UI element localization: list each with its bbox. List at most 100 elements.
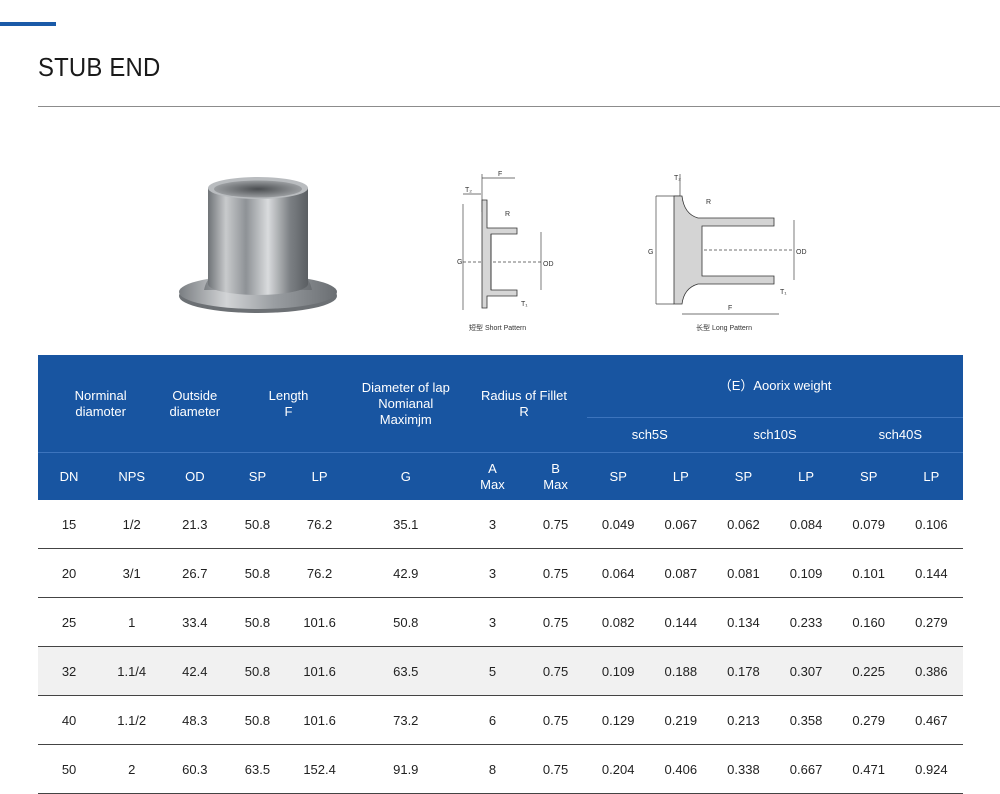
long-dim-t2-label: T₂ [674, 175, 681, 182]
title-divider [38, 106, 1000, 107]
table-cell: 0.75 [524, 646, 588, 696]
table-cell: 25 [38, 597, 101, 647]
dim-g-label: G [457, 259, 462, 266]
table-row: 32 1.1/4 42.4 50.8 101.6 63.5 5 0.75 0.109 0.188 0… [38, 646, 963, 696]
table-cell: 0.471 [837, 744, 900, 794]
table-cell: 6 [460, 695, 524, 745]
table-cell: 0.144 [899, 548, 963, 598]
table-cell: 1/2 [100, 500, 164, 549]
table-cell: 0.338 [712, 744, 775, 794]
accent-bar [0, 22, 56, 26]
short-pattern-caption: 短型 Short Pattern [469, 323, 526, 332]
dim-t1-label: T₁ [521, 301, 528, 308]
table-cell: 50.8 [350, 597, 461, 647]
table-row: 40 1.1/2 48.3 50.8 101.6 73.2 6 0.75 0.129 0.219 0… [38, 695, 963, 745]
table-cell: 101.6 [288, 597, 351, 647]
dimension-table: Norminal diamoter Outside diameter Lengt… [38, 355, 963, 794]
table-cell: 91.9 [350, 744, 461, 794]
table-cell: 1 [100, 597, 164, 647]
table-cell: 0.307 [774, 646, 838, 696]
table-cell: 26.7 [163, 548, 227, 598]
table-cell: 50.8 [226, 500, 289, 549]
table-cell: 0.079 [837, 500, 900, 549]
table-cell: 0.062 [712, 500, 775, 549]
table-cell: 0.467 [899, 695, 963, 745]
table-cell: 0.75 [524, 500, 588, 549]
table-cell: 48.3 [163, 695, 227, 745]
col-header: LP [288, 452, 351, 500]
table-cell: 0.067 [649, 500, 713, 549]
table-cell: 0.667 [774, 744, 838, 794]
table-cell: 50.8 [226, 695, 289, 745]
dim-od-label: OD [543, 261, 554, 268]
table-body: 15 1/2 21.3 50.8 76.2 35.1 3 0.75 0.049 0.067 0.06… [38, 500, 963, 794]
short-pattern-diagram: F T₂ R G OD T₁ 短型 Short Pattern [457, 171, 554, 332]
table-cell: 33.4 [163, 597, 227, 647]
table-cell: 0.178 [712, 646, 775, 696]
table-cell: 0.101 [837, 548, 900, 598]
table-cell: 0.160 [837, 597, 900, 647]
table-cell: 5 [460, 646, 524, 696]
table-cell: 20 [38, 548, 101, 598]
table-cell: 0.75 [524, 548, 588, 598]
long-dim-t1-label: T₁ [780, 289, 787, 296]
table-cell: 50.8 [226, 548, 289, 598]
table-cell: 73.2 [350, 695, 461, 745]
dim-r-label: R [505, 211, 510, 218]
table-cell: 50.8 [226, 646, 289, 696]
col-header: SP [837, 452, 900, 500]
col-header: SP [226, 452, 289, 500]
table-cell: 0.188 [649, 646, 713, 696]
header-sch10s: sch10S [712, 417, 838, 453]
table-cell: 152.4 [288, 744, 351, 794]
table-cell: 8 [460, 744, 524, 794]
table-cell: 0.064 [587, 548, 650, 598]
col-header: G [350, 452, 461, 500]
table-cell: 15 [38, 500, 101, 549]
table-cell: 21.3 [163, 500, 227, 549]
dim-t2-label: T₂ [465, 187, 472, 194]
table-cell: 0.358 [774, 695, 838, 745]
table-cell: 0.225 [837, 646, 900, 696]
table-cell: 0.75 [524, 597, 588, 647]
table-cell: 42.4 [163, 646, 227, 696]
stub-end-photo [179, 177, 337, 313]
table-cell: 0.081 [712, 548, 775, 598]
table-cell: 50 [38, 744, 101, 794]
col-header: A Max [460, 452, 524, 500]
dim-f-label: F [498, 171, 502, 178]
table-cell: 0.924 [899, 744, 963, 794]
long-dim-f-label: F [728, 305, 732, 312]
header-length: Length F [226, 355, 351, 453]
table-cell: 0.204 [587, 744, 650, 794]
col-header: B Max [524, 452, 588, 500]
col-header: LP [774, 452, 838, 500]
table-cell: 0.279 [899, 597, 963, 647]
page-title: STUB END [38, 52, 161, 82]
table-cell: 60.3 [163, 744, 227, 794]
table-cell: 63.5 [350, 646, 461, 696]
header-sch40s: sch40S [837, 417, 963, 453]
table-cell: 76.2 [288, 548, 351, 598]
table-cell: 1.1/2 [100, 695, 164, 745]
table-cell: 1.1/4 [100, 646, 164, 696]
table-cell: 0.144 [649, 597, 713, 647]
table-cell: 3 [460, 548, 524, 598]
header-outside-diameter: Outside diameter [163, 355, 227, 453]
col-header: LP [899, 452, 963, 500]
table-cell: 101.6 [288, 695, 351, 745]
col-header: OD [163, 452, 227, 500]
table-cell: 42.9 [350, 548, 461, 598]
header-sch5s: sch5S [587, 417, 713, 453]
table-row: 50 2 60.3 63.5 152.4 91.9 8 0.75 0.204 0.406 0.338… [38, 744, 963, 794]
long-dim-od-label: OD [796, 249, 807, 256]
col-header: NPS [100, 452, 164, 500]
dimension-table-container: Norminal diamoter Outside diameter Lengt… [38, 355, 963, 794]
table-cell: 0.106 [899, 500, 963, 549]
table-cell: 50.8 [226, 597, 289, 647]
table-cell: 0.75 [524, 695, 588, 745]
table-cell: 0.109 [587, 646, 650, 696]
header-lap-diameter: Diameter of lap Nomianal Maximjm [350, 355, 461, 453]
header-nominal-diameter: Norminal diamoter [38, 355, 164, 453]
long-dim-r-label: R [706, 199, 711, 206]
